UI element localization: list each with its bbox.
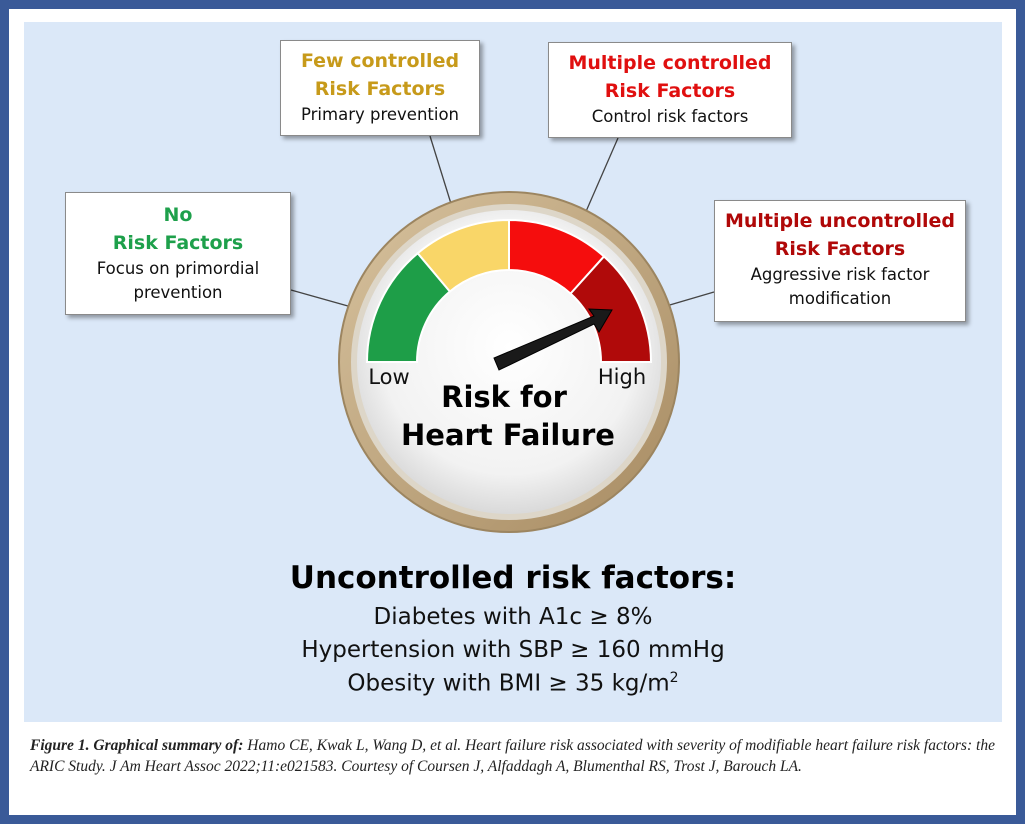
gauge-low-label: Low — [368, 365, 409, 389]
callout-mu-sub2: modification — [788, 289, 892, 308]
gauge-title-line2: Heart Failure — [401, 418, 615, 452]
gauge-segment-dark-red — [569, 255, 653, 363]
uncontrolled-item-obesity: Obesity with BMI ≥ 35 kg/m2 — [24, 670, 1002, 697]
callout-no-sub1: Focus on primordial — [96, 259, 260, 278]
callout-few-sub1: Primary prevention — [300, 105, 460, 124]
callout-few-title1: Few controlled — [300, 50, 460, 72]
callout-mc-title1: Multiple controlled — [568, 52, 772, 74]
callout-few-controlled: Few controlled Risk Factors Primary prev… — [280, 40, 480, 136]
callout-mu-sub1: Aggressive risk factor — [750, 265, 930, 284]
figure-caption: Figure 1. Graphical summary of: Hamo CE,… — [30, 735, 995, 777]
uncontrolled-item-diabetes: Diabetes with A1c ≥ 8% — [373, 604, 653, 630]
uncontrolled-item-hypertension: Hypertension with SBP ≥ 160 mmHg — [301, 637, 725, 663]
gauge-needle — [493, 308, 613, 371]
callout-no-risk-factors: No Risk Factors Focus on primordial prev… — [65, 192, 291, 315]
obesity-superscript: 2 — [669, 670, 679, 686]
obesity-text: Obesity with BMI ≥ 35 kg/m — [347, 670, 670, 697]
callout-few-title2: Risk Factors — [314, 78, 446, 100]
caption-text: Hamo CE, Kwak L, Wang D, et al. Heart fa… — [30, 737, 995, 775]
uncontrolled-heading: Uncontrolled risk factors: — [289, 560, 737, 596]
callout-multiple-uncontrolled: Multiple uncontrolled Risk Factors Aggre… — [714, 200, 966, 322]
callout-mu-title1: Multiple uncontrolled — [724, 210, 956, 232]
callout-mc-sub1: Control risk factors — [591, 107, 749, 126]
callout-mc-title2: Risk Factors — [604, 80, 736, 102]
callout-multiple-controlled: Multiple controlled Risk Factors Control… — [548, 42, 792, 138]
callout-no-title1: No — [163, 204, 193, 226]
gauge-title-line1: Risk for — [441, 380, 567, 414]
callout-no-title2: Risk Factors — [112, 232, 244, 254]
callout-mu-title2: Risk Factors — [774, 238, 906, 260]
callout-no-sub2: prevention — [133, 283, 223, 302]
gauge-high-label: High — [598, 365, 646, 389]
caption-label: Figure 1. Graphical summary of: — [30, 737, 244, 754]
